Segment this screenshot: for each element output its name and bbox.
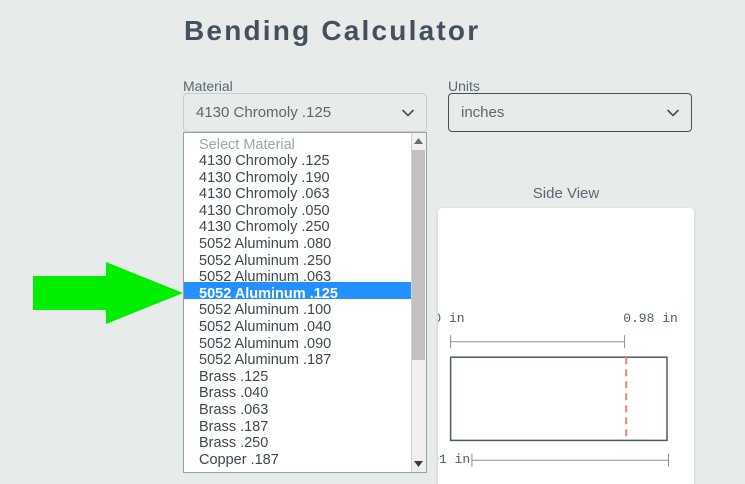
svg-text:0.0601 in: 0.0601 in <box>438 452 470 467</box>
svg-text:0.98 in: 0.98 in <box>623 311 678 326</box>
svg-text:0.00 in: 0.00 in <box>438 311 465 326</box>
